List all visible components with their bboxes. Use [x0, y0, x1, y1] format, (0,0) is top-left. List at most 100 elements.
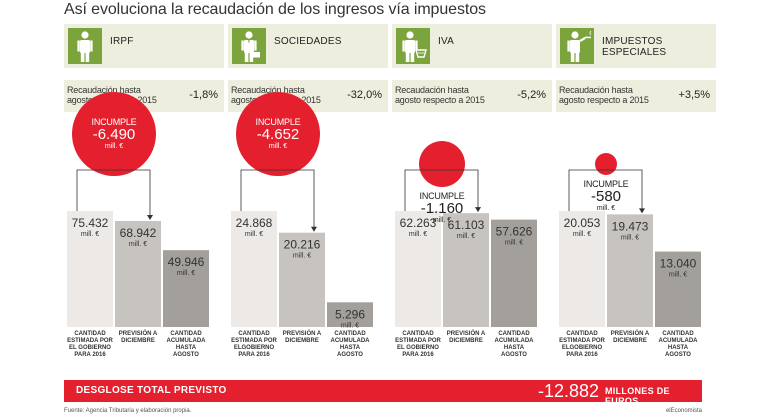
bar-value-label: 13.040: [660, 257, 697, 271]
smoker-icon: [560, 28, 594, 64]
bar-unit-label: mill. €: [245, 231, 263, 238]
category-name: SOCIEDADES: [274, 36, 342, 47]
arrow-head: [475, 207, 481, 213]
category-header: IVA: [392, 24, 552, 68]
bar-value-label: 75.432: [72, 216, 109, 230]
category-name: IMPUESTOS ESPECIALES: [602, 36, 667, 58]
category-label: CANTIDAD ESTIMADA POR ELGOBIERNO PARA 20…: [231, 331, 277, 358]
chart-impuestos-especiales: 20.053 mill. €19.473 mill. €13.040 mill. € I…: [556, 24, 716, 410]
incumple-label: INCUMPLE -580 mill. €: [566, 179, 646, 212]
bar: [443, 213, 489, 327]
category-header: IMPUESTOS ESPECIALES: [556, 24, 716, 68]
collection-label: Recaudación hasta agosto respecto a 2015: [559, 85, 649, 105]
bar: [67, 211, 113, 327]
incumple-title: INCUMPLE: [91, 117, 137, 127]
bar-unit-label: mill. €: [129, 241, 147, 248]
bar: [231, 211, 277, 327]
bar: [327, 302, 373, 327]
bar-value-label: 49.946: [168, 255, 205, 269]
bar-unit-label: mill. €: [293, 253, 311, 260]
incumple-unit: mill. €: [432, 217, 452, 224]
page-title: Así evoluciona la recaudación de los ing…: [64, 1, 486, 18]
bar: [655, 251, 701, 327]
bar: [559, 211, 605, 327]
total-value: -12.882: [538, 381, 600, 401]
arrow-head: [147, 214, 153, 220]
total-label: DESGLOSE TOTAL PREVISTO: [76, 385, 227, 396]
incumple-circle: [72, 92, 156, 176]
incumple-unit: mill. €: [104, 143, 124, 150]
chart-sociedades: 24.868 mill. €20.216 mill. €5.296 mill. € IN…: [228, 24, 388, 410]
bar: [607, 214, 653, 327]
chart-iva: 62.263 mill. €61.103 mill. €57.626 mill. € I…: [392, 24, 552, 410]
bar-value-label: 57.626: [496, 225, 533, 239]
arrow-head: [639, 208, 645, 214]
incumple-value: -4.652: [256, 126, 300, 143]
total-banner: DESGLOSE TOTAL PREVISTO -12.882 MILLONES…: [64, 380, 702, 406]
incumple-title: INCUMPLE: [255, 117, 301, 127]
businessman-briefcase-icon: [232, 28, 266, 64]
category-label: CANTIDAD ESTIMADA POR ELGOBIERNO PARA 20…: [559, 331, 605, 358]
credit-note: elEconomista: [665, 408, 702, 414]
category-header: SOCIEDADES: [228, 24, 388, 68]
incumple-circle: [419, 141, 465, 187]
bar-unit-label: mill. €: [621, 234, 639, 241]
panel-impuestos-especiales: IMPUESTOS ESPECIALES Recaudación hasta a…: [556, 24, 716, 410]
category-name: IRPF: [110, 36, 134, 47]
collection-change-value: -5,2%: [517, 89, 546, 101]
incumple-label: INCUMPLE -4.652 mill. €: [238, 117, 318, 150]
chart-irpf: 75.432 mill. €68.942 mill. €49.946 mill. € I…: [64, 24, 224, 410]
panel-iva: IVA Recaudación hasta agosto respecto a …: [392, 24, 552, 410]
bar-value-label: 5.296: [335, 307, 365, 321]
incumple-label: INCUMPLE -1.160 mill. €: [402, 191, 482, 224]
collection-box: Recaudación hasta agosto respecto a 2015…: [392, 80, 552, 112]
connector-line: [568, 169, 643, 212]
bar-value-label: 20.216: [284, 238, 321, 252]
connector-line: [76, 169, 151, 218]
connector-line: [404, 169, 479, 211]
bar-unit-label: mill. €: [341, 322, 359, 329]
category-label: CANTIDAD ACUMULADA HASTA AGOSTO: [658, 331, 698, 358]
incumple-label: INCUMPLE -6.490 mill. €: [74, 117, 154, 150]
incumple-value: -1.160: [420, 200, 464, 217]
bar-value-label: 20.053: [564, 216, 601, 230]
incumple-value: -6.490: [92, 126, 136, 143]
collection-box: Recaudación hasta agosto respecto a 2015…: [556, 80, 716, 112]
category-label: CANTIDAD ESTIMADA POR EL GOBIERNO PARA 2…: [395, 331, 441, 358]
collection-change-value: +3,5%: [678, 89, 711, 101]
bar-value-label: 68.942: [120, 226, 157, 240]
bar-value-label: 19.473: [612, 219, 649, 233]
connector-line: [240, 169, 315, 230]
bar-unit-label: mill. €: [409, 231, 427, 238]
category-label: CANTIDAD ACUMULADA HASTA AGOSTO: [494, 331, 534, 358]
collection-change-value: -1,8%: [189, 89, 218, 101]
person-icon: [68, 28, 102, 64]
category-label: CANTIDAD ESTIMADA POR EL GOBIERNO PARA 2…: [67, 331, 113, 358]
category-name: IVA: [438, 36, 454, 47]
panel-irpf: IRPF Recaudación hasta agosto respecto a…: [64, 24, 224, 410]
bar: [395, 211, 441, 327]
bar-unit-label: mill. €: [573, 231, 591, 238]
bar-value-label: 61.103: [448, 218, 485, 232]
bar: [163, 250, 209, 327]
category-label: PREVISIÓN A DICIEMBRE: [282, 331, 322, 344]
source-note: Fuente: Agencia Tributaria y elaboración…: [64, 408, 192, 414]
incumple-title: INCUMPLE: [419, 191, 465, 201]
incumple-title: INCUMPLE: [583, 179, 629, 189]
bar: [115, 220, 161, 327]
bar: [279, 232, 325, 327]
bar: [491, 219, 537, 327]
total-unit: MILLONES DE EUROS: [605, 386, 670, 406]
incumple-circle: [595, 153, 617, 175]
category-header: IRPF: [64, 24, 224, 68]
category-label: CANTIDAD ACUMULADA HASTA AGOSTO: [166, 331, 206, 358]
incumple-circle: [236, 92, 320, 176]
category-label: CANTIDAD ACUMULADA HASTA AGOSTO: [330, 331, 370, 358]
bar-value-label: 24.868: [236, 216, 273, 230]
bar-unit-label: mill. €: [457, 233, 475, 240]
panel-sociedades: SOCIEDADES Recaudación hasta agosto resp…: [228, 24, 388, 410]
